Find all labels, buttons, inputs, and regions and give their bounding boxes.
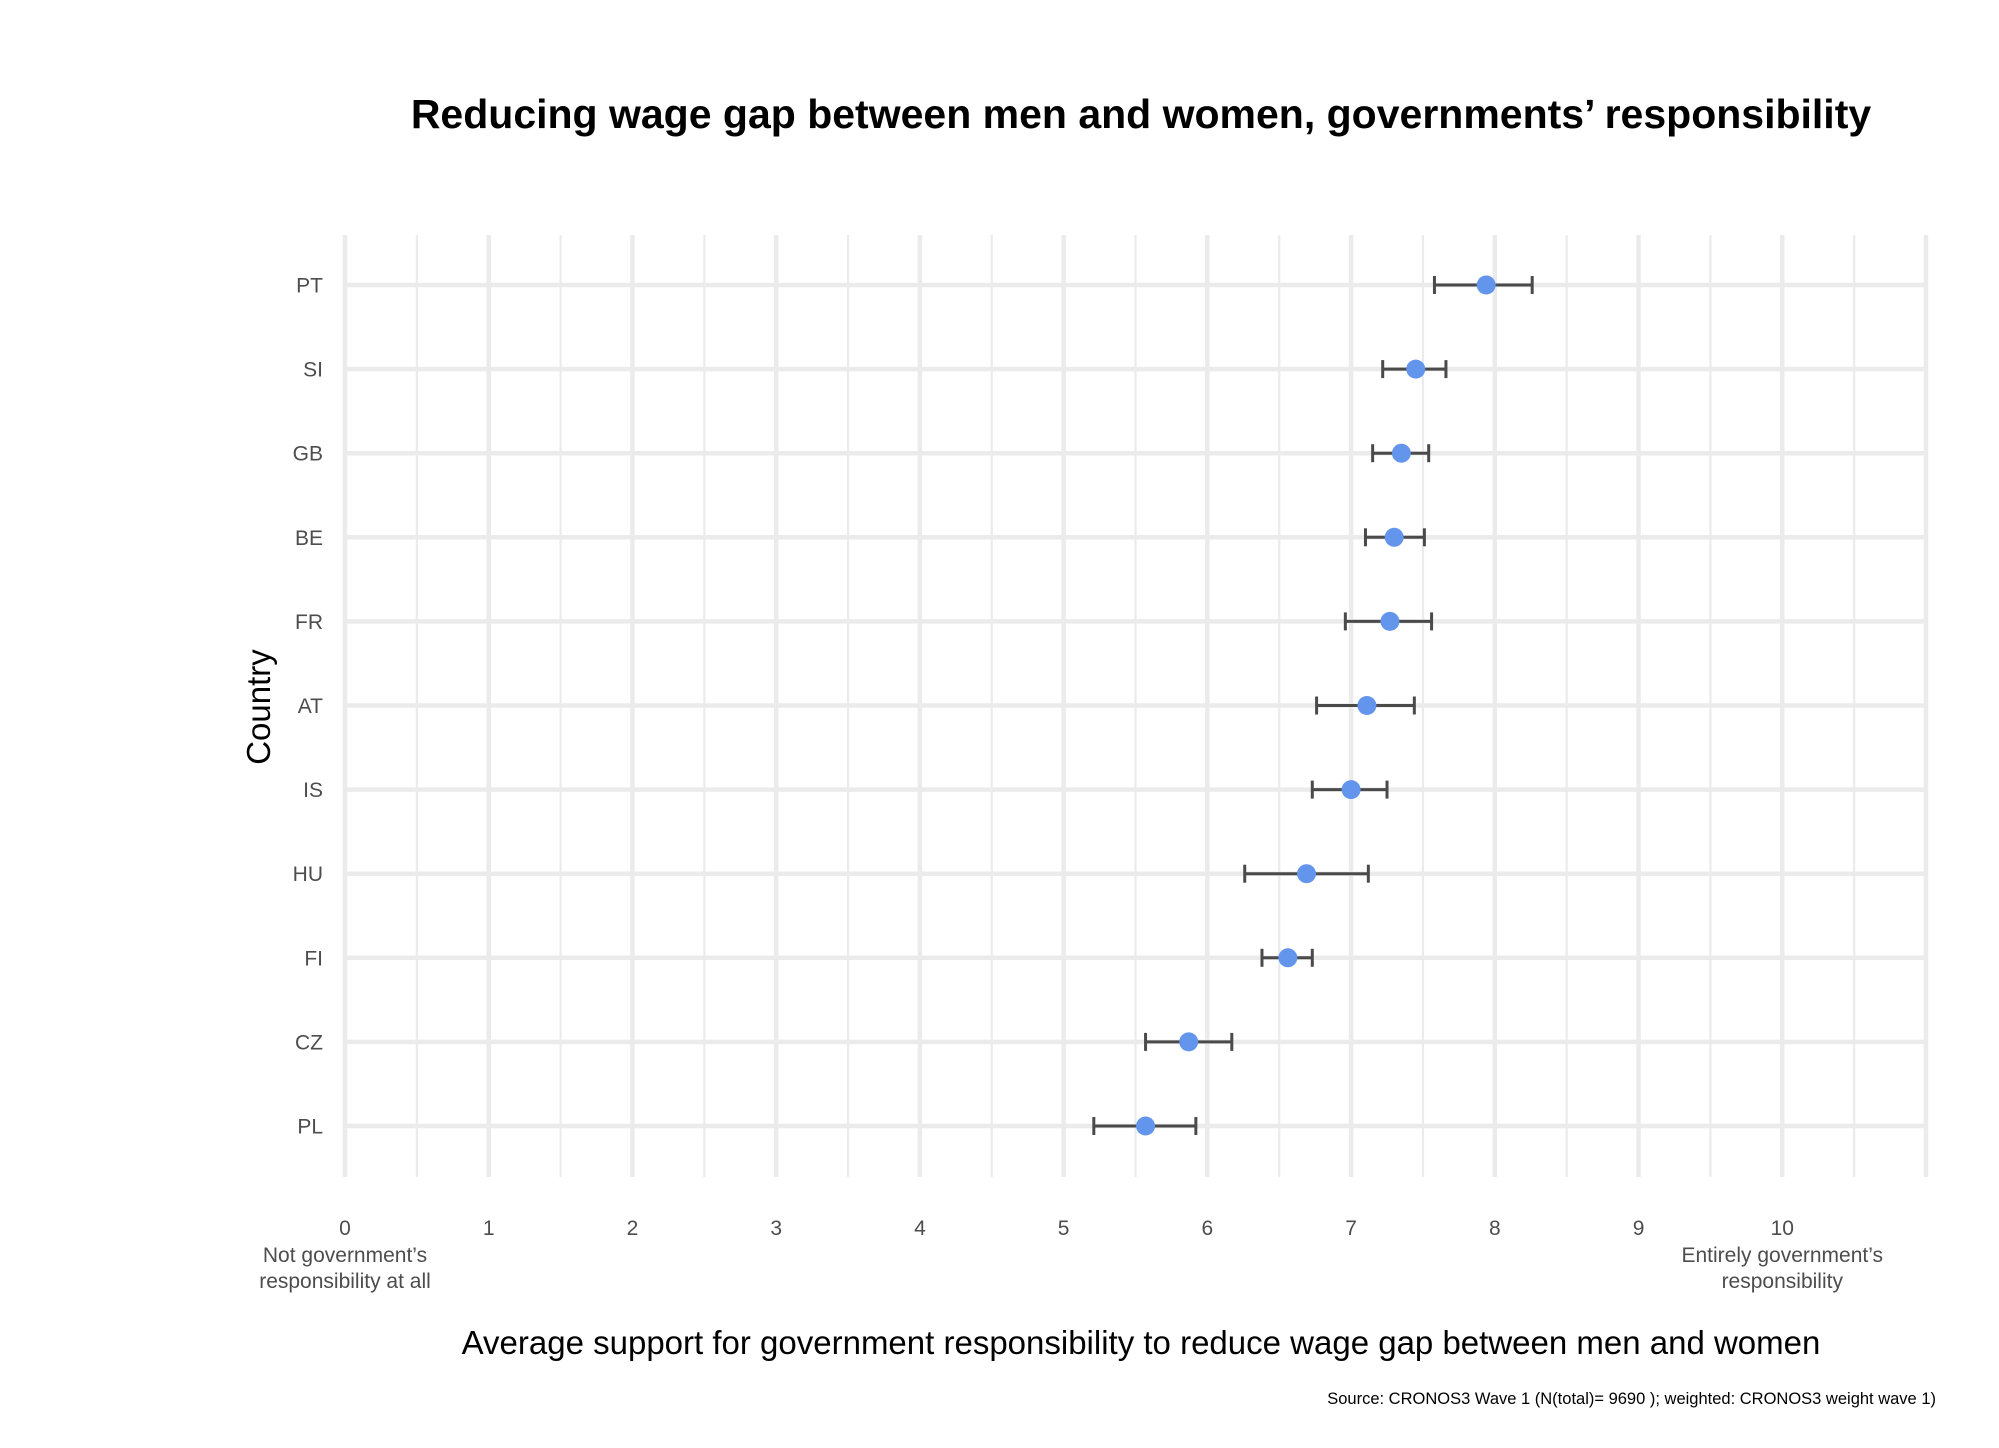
- x-tick-label: 5: [1058, 1217, 1070, 1240]
- data-point-pl: [1136, 1116, 1156, 1136]
- data-point-be: [1384, 527, 1404, 547]
- x-tick-labels: 0 1 2 3 4 5 6 7 8 9 10: [339, 1217, 1794, 1240]
- x-tick-label: 10: [1771, 1217, 1794, 1240]
- data-point-at: [1357, 696, 1377, 715]
- y-tick-label-at: AT: [298, 695, 323, 718]
- chart-title: Reducing wage gap between men and women,…: [411, 91, 1872, 137]
- data-point-gb: [1391, 443, 1411, 463]
- x-tick-label: 3: [770, 1217, 782, 1240]
- data-point-fr: [1380, 611, 1400, 631]
- y-tick-labels: PT SI GB BE FR AT IS HU FI CZ PL: [293, 275, 324, 1139]
- y-tick-label-gb: GB: [293, 443, 323, 466]
- x-tick-label: 6: [1202, 1217, 1214, 1240]
- x-tick-label: 0: [339, 1217, 351, 1240]
- x-anchor-label: Not government’s: [263, 1244, 427, 1267]
- y-tick-label-fi: FI: [304, 947, 323, 970]
- y-tick-label-hu: HU: [293, 863, 323, 886]
- x-tick-label: 8: [1489, 1217, 1501, 1240]
- x-tick-label: 4: [914, 1217, 926, 1240]
- data-point-is: [1341, 780, 1361, 800]
- data-point-fi: [1278, 948, 1298, 968]
- x-tick-label: 1: [483, 1217, 495, 1240]
- x-anchor-labels: Not government’s responsibility at all Ent…: [259, 1244, 1883, 1293]
- data-points: [1136, 275, 1496, 1136]
- y-tick-label-pt: PT: [296, 275, 323, 298]
- y-tick-label-is: IS: [303, 779, 323, 802]
- data-point-hu: [1297, 864, 1317, 884]
- data-point-cz: [1179, 1032, 1199, 1052]
- source-note: Source: CRONOS3 Wave 1 (N(total)= 9690 )…: [1327, 1390, 1936, 1408]
- y-tick-label-pl: PL: [297, 1116, 323, 1139]
- data-point-pt: [1476, 275, 1496, 295]
- grid: [342, 235, 1929, 1177]
- y-tick-label-cz: CZ: [295, 1031, 323, 1054]
- x-tick-label: 9: [1633, 1217, 1645, 1240]
- y-tick-label-si: SI: [303, 359, 323, 382]
- x-anchor-label: responsibility at all: [259, 1270, 431, 1293]
- x-tick-label: 7: [1345, 1217, 1357, 1240]
- x-tick-label: 2: [627, 1217, 639, 1240]
- x-anchor-label: responsibility: [1722, 1270, 1844, 1293]
- x-axis-title: Average support for government responsib…: [462, 1324, 1821, 1361]
- y-tick-label-fr: FR: [295, 611, 323, 634]
- data-point-si: [1406, 359, 1426, 379]
- x-anchor-label: Entirely government’s: [1681, 1244, 1883, 1267]
- y-tick-label-be: BE: [295, 527, 323, 550]
- y-axis-title: Country: [240, 649, 277, 765]
